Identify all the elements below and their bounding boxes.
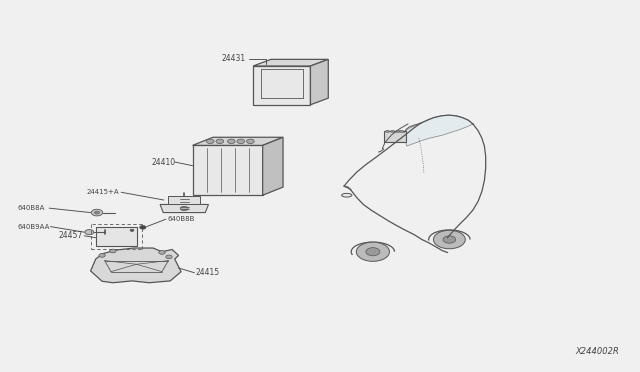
Ellipse shape [342, 193, 352, 197]
Circle shape [216, 139, 223, 144]
Circle shape [95, 211, 100, 214]
Circle shape [443, 236, 456, 243]
Text: 24410: 24410 [151, 157, 175, 167]
Polygon shape [193, 145, 262, 195]
Circle shape [237, 139, 244, 144]
Circle shape [207, 139, 214, 144]
Circle shape [92, 209, 102, 216]
Circle shape [99, 254, 105, 257]
Circle shape [180, 206, 188, 211]
Text: 640B8B: 640B8B [167, 216, 195, 222]
Circle shape [159, 251, 165, 254]
Text: X244002R: X244002R [575, 347, 620, 356]
Circle shape [433, 230, 465, 249]
Circle shape [399, 130, 403, 132]
Polygon shape [160, 205, 209, 212]
Circle shape [391, 130, 394, 132]
Circle shape [366, 248, 380, 256]
Polygon shape [91, 248, 181, 283]
Circle shape [246, 139, 254, 144]
Text: 24415: 24415 [196, 268, 220, 277]
Text: 24431: 24431 [221, 54, 245, 63]
Polygon shape [253, 60, 328, 66]
Circle shape [85, 230, 94, 235]
Circle shape [109, 249, 116, 253]
Circle shape [356, 242, 390, 261]
Circle shape [396, 130, 399, 132]
Circle shape [227, 139, 235, 144]
Text: 24457: 24457 [59, 231, 83, 240]
Polygon shape [253, 66, 310, 105]
Circle shape [166, 255, 172, 259]
Circle shape [130, 229, 134, 231]
Polygon shape [404, 115, 473, 146]
Bar [168, 196, 200, 205]
Circle shape [386, 130, 390, 132]
Polygon shape [262, 137, 283, 195]
Bar [96, 227, 137, 246]
Text: 640B8A: 640B8A [17, 205, 45, 211]
Polygon shape [310, 60, 328, 105]
Text: 640B9AA: 640B9AA [17, 224, 50, 230]
Bar [384, 131, 406, 142]
Circle shape [140, 225, 146, 229]
Polygon shape [193, 137, 283, 145]
Text: 24415+A: 24415+A [86, 189, 119, 195]
